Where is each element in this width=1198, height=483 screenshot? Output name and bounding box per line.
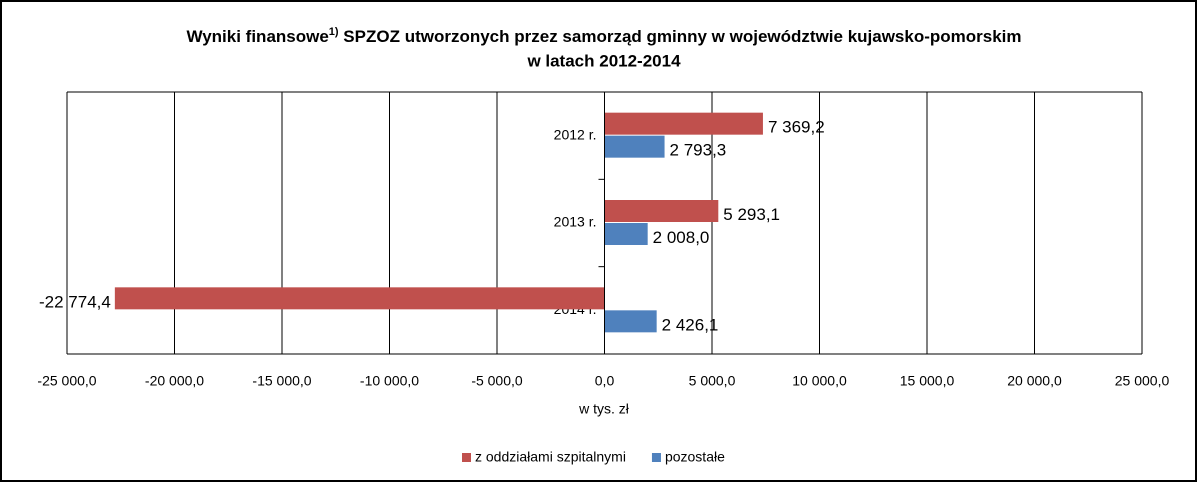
x-tick-label: 10 000,0 <box>792 373 847 389</box>
x-tick-label: 5 000,0 <box>689 373 736 389</box>
x-tick-label: 20 000,0 <box>1007 373 1062 389</box>
data-label: -22 774,4 <box>39 292 111 311</box>
x-tick-label: -15 000,0 <box>252 373 311 389</box>
title-rest: SPZOZ utworzonych przez samorząd gminny … <box>339 27 1022 46</box>
y-tick-label: 2012 r. <box>554 126 597 142</box>
data-label: 7 369,2 <box>768 118 825 137</box>
chart-title: Wyniki finansowe1) SPZOZ utworzonych prz… <box>186 26 1021 47</box>
bar <box>604 112 763 135</box>
x-axis-title: w tys. zł <box>578 401 630 417</box>
x-tick-label: 25 000,0 <box>1115 373 1170 389</box>
x-tick-label: -25 000,0 <box>37 373 96 389</box>
legend-label: pozostałe <box>665 449 725 465</box>
x-tick-label: -20 000,0 <box>145 373 204 389</box>
data-label: 2 008,0 <box>653 228 710 247</box>
x-tick-label: -10 000,0 <box>360 373 419 389</box>
x-tick-label: 0,0 <box>595 373 615 389</box>
bar <box>604 135 665 158</box>
bar <box>604 200 719 222</box>
legend-swatch <box>651 453 661 462</box>
bar <box>604 223 648 245</box>
y-tick-label: 2013 r. <box>554 214 597 230</box>
bar <box>114 287 605 310</box>
title-footnote: 1) <box>329 26 339 38</box>
bar <box>604 310 657 333</box>
data-label: 2 793,3 <box>670 141 727 160</box>
data-label: 5 293,1 <box>723 205 780 224</box>
data-label: 2 426,1 <box>662 315 719 334</box>
legend-swatch <box>462 453 471 462</box>
chart-title-line2: w latach 2012-2014 <box>526 51 681 70</box>
title-main: Wyniki finansowe <box>186 27 328 46</box>
x-tick-label: 15 000,0 <box>900 373 955 389</box>
x-tick-label: -5 000,0 <box>471 373 523 389</box>
legend-label: z oddziałami szpitalnymi <box>475 449 626 465</box>
